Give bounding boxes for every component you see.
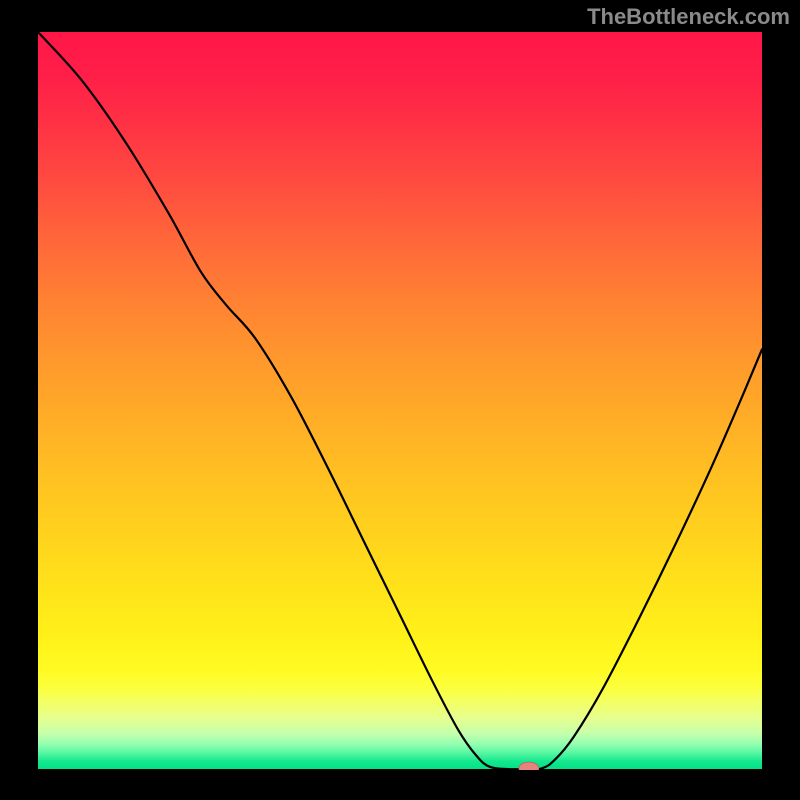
optimal-marker <box>38 32 762 770</box>
watermark-text: TheBottleneck.com <box>587 4 790 30</box>
plot-area <box>38 32 762 770</box>
chart-container: TheBottleneck.com <box>0 0 800 800</box>
